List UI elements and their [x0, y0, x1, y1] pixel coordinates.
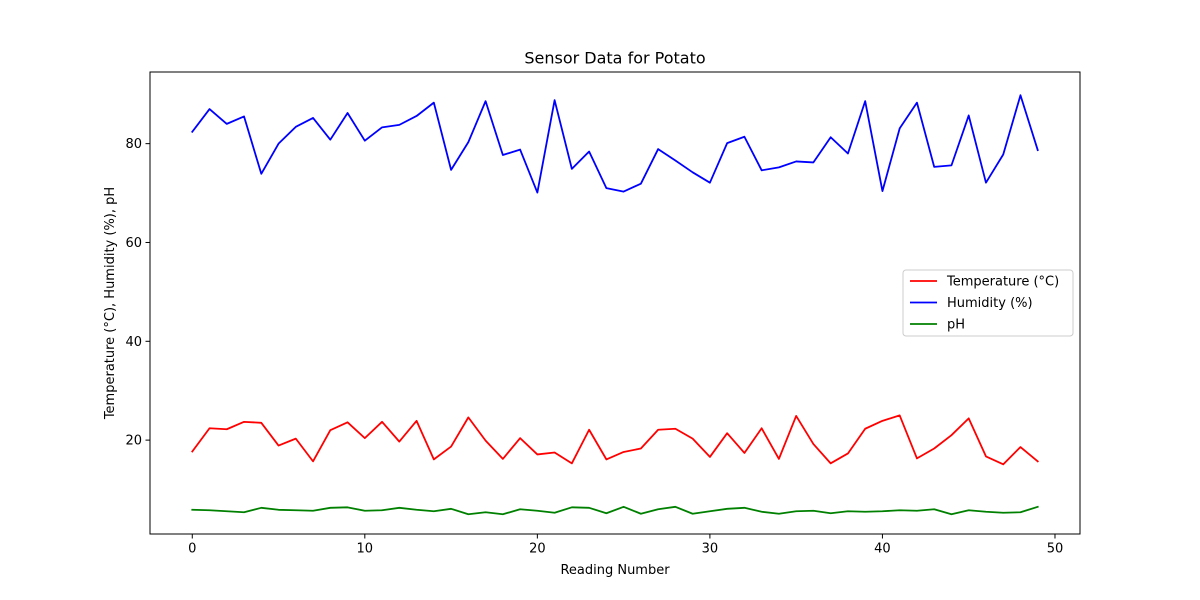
x-tick-label: 10 [357, 542, 374, 557]
series-line-0 [191, 414, 1039, 466]
x-tick-label: 0 [188, 542, 196, 557]
legend-label-1: Humidity (%) [947, 296, 1033, 311]
x-tick-label: 30 [702, 542, 719, 557]
legend-box [902, 269, 1074, 337]
x-tick-label: 20 [529, 542, 546, 557]
y-tick-label: 40 [125, 335, 142, 350]
y-axis-label: Temperature (°C), Humidity (%), pH [103, 187, 118, 420]
x-axis-label: Reading Number [560, 563, 670, 578]
plot-lines [191, 94, 1039, 516]
x-axis-ticks: 0 10 20 30 40 50 [188, 534, 1063, 557]
chart-title: Sensor Data for Potato [524, 49, 705, 68]
legend: Temperature (°C) Humidity (%) pH [902, 269, 1074, 337]
y-axis-ticks: 20 40 60 80 [125, 137, 150, 449]
y-tick-label: 80 [125, 137, 142, 152]
legend-label-0: Temperature (°C) [946, 275, 1059, 290]
y-tick-label: 20 [125, 434, 142, 449]
y-tick-label: 60 [125, 236, 142, 251]
x-tick-label: 50 [1047, 542, 1064, 557]
plot-frame [149, 71, 1081, 535]
legend-label-2: pH [947, 318, 965, 333]
series-line-1 [191, 94, 1039, 194]
series-line-2 [191, 505, 1039, 516]
x-tick-label: 40 [874, 542, 891, 557]
